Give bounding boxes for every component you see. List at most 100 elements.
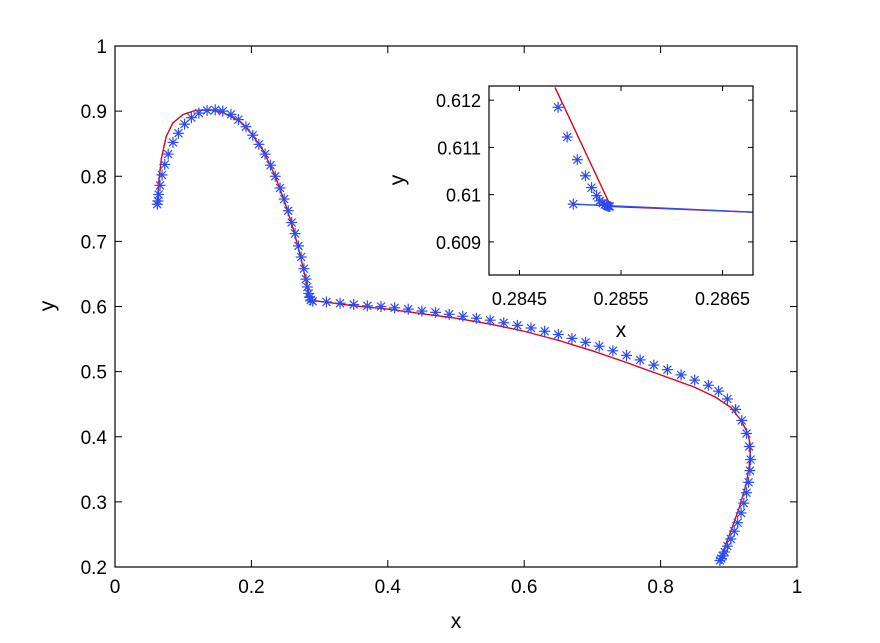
main-asterisk-marker [735, 507, 747, 519]
inset-y-axis-label: y [386, 174, 409, 185]
main-x-axis-label: x [451, 610, 462, 633]
main-y-tick-label: 1 [96, 37, 107, 58]
main-asterisk-marker [730, 403, 742, 415]
main-y-tick-label: 0.8 [81, 167, 107, 188]
main-x-tick-label: 1 [792, 577, 803, 598]
main-asterisk-marker [552, 329, 564, 341]
main-asterisk-marker [732, 517, 744, 529]
main-x-tick-label: 0.4 [375, 577, 402, 598]
main-asterisk-marker [185, 112, 197, 124]
inset-y-tick-label: 0.611 [437, 138, 481, 158]
main-asterisk-marker [736, 414, 748, 426]
main-asterisk-marker [566, 332, 578, 344]
main-asterisk-marker [539, 325, 551, 337]
main-asterisk-marker [714, 554, 726, 566]
main-y-tick-label: 0.6 [81, 298, 107, 319]
main-asterisk-marker [744, 465, 756, 477]
main-x-tick-label: 0.6 [511, 577, 537, 598]
main-asterisk-marker [320, 296, 332, 308]
main-asterisk-marker [209, 104, 221, 116]
main-asterisk-marker [675, 369, 687, 381]
main-asterisk-marker [741, 487, 753, 499]
main-y-axis-label: y [36, 300, 59, 311]
inset-plot-markers [552, 101, 616, 212]
main-asterisk-marker [389, 302, 401, 314]
main-asterisk-marker [511, 319, 523, 331]
main-asterisk-marker [298, 263, 310, 275]
main-plot-ticks: 0 0.2 0.4 0.6 0.8 10.20.30.40.50.60.70.80.91 [81, 37, 803, 598]
inset-asterisk-marker [604, 200, 616, 212]
main-plot-markers [151, 104, 757, 566]
main-asterisk-marker [201, 104, 213, 116]
inset-x-tick-label: 0.2865 [695, 289, 750, 309]
main-asterisk-marker [217, 105, 229, 117]
main-asterisk-marker [253, 138, 265, 150]
inset-x-tick-label: 0.2845 [492, 289, 547, 309]
main-y-tick-label: 0.9 [81, 102, 107, 123]
main-asterisk-marker [593, 340, 605, 352]
inset-asterisk-marker [579, 170, 591, 182]
main-asterisk-marker [702, 379, 714, 391]
inset-asterisk-marker [567, 198, 579, 210]
main-asterisk-marker [154, 179, 166, 191]
main-asterisk-marker [361, 300, 373, 312]
main-asterisk-marker [301, 281, 313, 293]
main-asterisk-marker [240, 121, 252, 133]
main-y-tick-label: 0.3 [81, 493, 107, 514]
main-y-tick-label: 0.2 [81, 558, 107, 579]
main-asterisk-marker [292, 240, 304, 252]
main-asterisk-marker [648, 359, 660, 371]
main-asterisk-marker [300, 273, 312, 285]
main-asterisk-marker [162, 148, 174, 160]
main-asterisk-marker [525, 322, 537, 334]
main-asterisk-marker [289, 228, 301, 240]
main-asterisk-marker [457, 310, 469, 322]
inset-asterisk-marker [552, 101, 564, 113]
main-asterisk-marker [743, 441, 755, 453]
inset-plot-ticks: 0.2845 0.2855 0.2865 0.609 0.61 0.611 0.612 [436, 86, 753, 309]
inset-asterisk-marker [571, 154, 583, 166]
main-asterisk-marker [264, 159, 276, 171]
main-asterisk-marker [156, 169, 168, 181]
main-x-tick-label: 0.2 [238, 577, 264, 598]
main-asterisk-marker [274, 182, 286, 194]
inset-y-tick-label: 0.612 [436, 91, 481, 111]
main-asterisk-marker [607, 345, 619, 357]
main-asterisk-marker [225, 108, 237, 120]
inset-x-axis-label: x [616, 319, 627, 342]
main-asterisk-marker [269, 170, 281, 182]
main-asterisk-marker [286, 216, 298, 228]
main-asterisk-marker [743, 476, 755, 488]
main-asterisk-marker [738, 497, 750, 509]
main-asterisk-marker [153, 188, 165, 200]
main-asterisk-marker [282, 205, 294, 217]
inset-plot-background [489, 86, 753, 275]
main-asterisk-marker [721, 393, 733, 405]
main-asterisk-marker [443, 308, 455, 320]
main-asterisk-marker [232, 114, 244, 126]
main-asterisk-marker [259, 148, 271, 160]
main-asterisk-marker [307, 295, 319, 307]
main-asterisk-marker [498, 317, 510, 329]
main-x-tick-label: 0.8 [647, 577, 673, 598]
main-y-tick-label: 0.7 [81, 232, 107, 253]
main-x-tick-label: 0 [110, 577, 121, 598]
main-asterisk-marker [179, 118, 191, 130]
inset-asterisk-marker [586, 182, 598, 194]
main-asterisk-marker [580, 336, 592, 348]
main-y-tick-label: 0.5 [81, 363, 107, 384]
inset-asterisk-marker [561, 131, 573, 143]
main-asterisk-marker [247, 129, 259, 141]
main-asterisk-marker [661, 364, 673, 376]
main-asterisk-marker [745, 454, 757, 466]
main-asterisk-marker [402, 303, 414, 315]
main-y-tick-label: 0.4 [81, 428, 108, 449]
main-asterisk-marker [689, 374, 701, 386]
main-asterisk-marker [741, 427, 753, 439]
main-asterisk-marker [621, 349, 632, 361]
inset-y-tick-label: 0.61 [446, 186, 481, 206]
main-asterisk-marker [172, 127, 184, 139]
